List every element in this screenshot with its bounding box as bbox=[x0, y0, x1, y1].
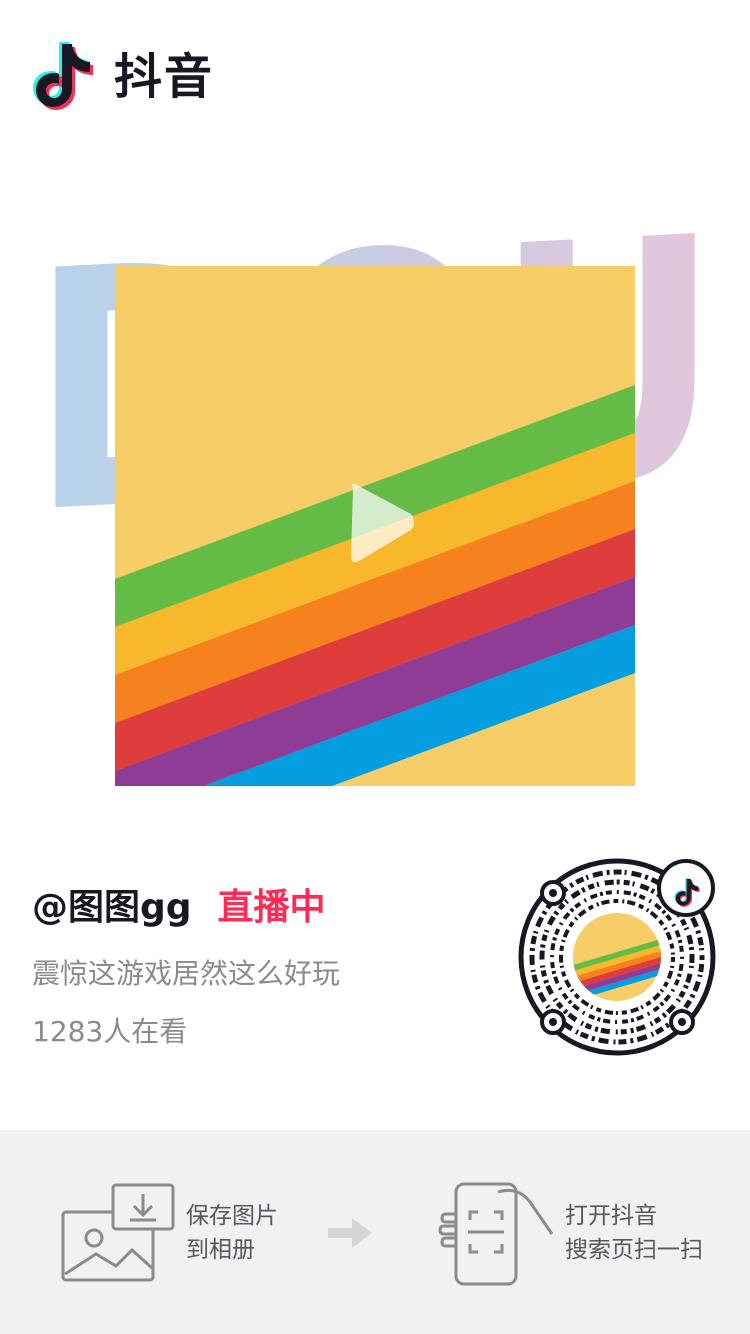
step-save-line2: 到相册 bbox=[186, 1237, 255, 1263]
username[interactable]: @图图gg bbox=[32, 887, 192, 928]
douyin-note-icon bbox=[33, 42, 93, 110]
save-image-icon bbox=[61, 1183, 175, 1282]
rainbow-stripes-image bbox=[115, 266, 635, 786]
qr-code[interactable] bbox=[515, 855, 720, 1060]
arrow-right-icon bbox=[328, 1218, 372, 1248]
stream-info: @图图gg 直播中 震惊这游戏居然这么好玩 1283人在看 bbox=[32, 878, 340, 1050]
instructions-footer: 保存图片 到相册 打开抖音 搜索页扫一扫 bbox=[0, 1130, 750, 1334]
scan-phone-icon bbox=[438, 1182, 554, 1286]
app-logo: 抖音 bbox=[32, 32, 214, 112]
douyin-note-icon bbox=[674, 878, 700, 907]
step-scan-text: 打开抖音 搜索页扫一扫 bbox=[565, 1199, 703, 1267]
qr-finder-marks bbox=[540, 880, 695, 1035]
step-save-line1: 保存图片 bbox=[186, 1203, 278, 1229]
app-name: 抖音 bbox=[114, 49, 215, 105]
step-scan-line1: 打开抖音 bbox=[565, 1203, 657, 1229]
live-badge: 直播中 bbox=[217, 887, 326, 928]
video-cover[interactable] bbox=[115, 266, 635, 786]
step-save-text: 保存图片 到相册 bbox=[186, 1199, 278, 1267]
viewer-count: 1283人在看 bbox=[32, 1015, 188, 1048]
stream-title: 震惊这游戏居然这么好玩 bbox=[32, 957, 341, 990]
step-scan-line2: 搜索页扫一扫 bbox=[565, 1237, 703, 1263]
play-icon bbox=[351, 483, 414, 563]
